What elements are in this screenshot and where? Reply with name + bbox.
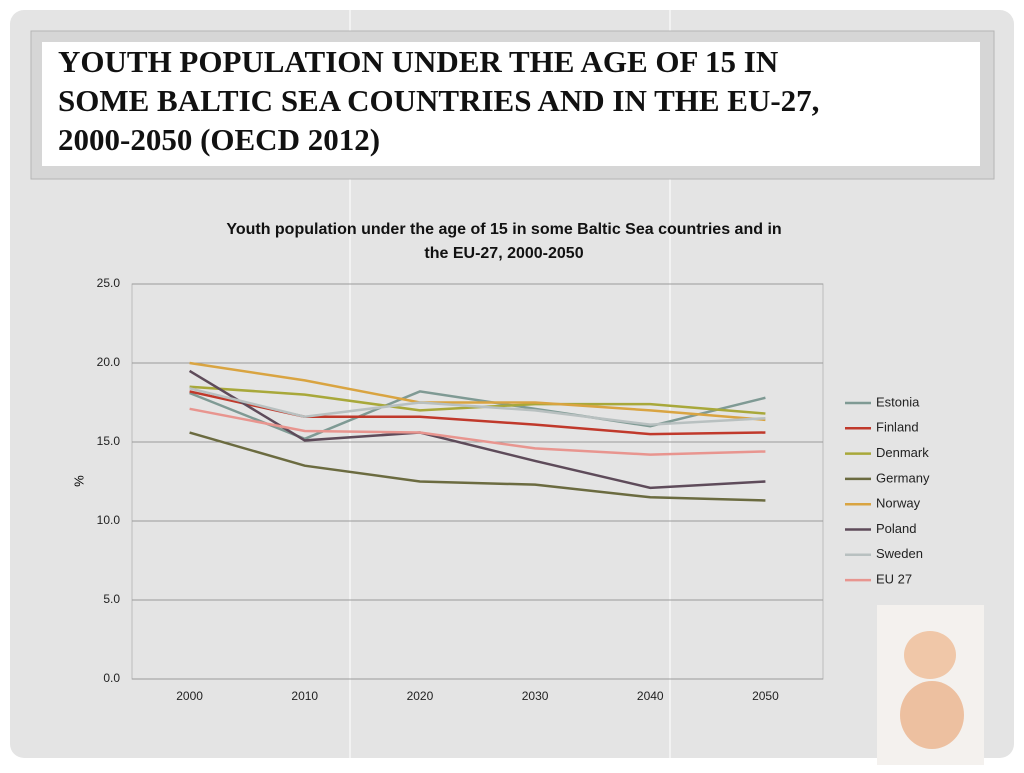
y-tick-label: 25.0 (97, 276, 121, 290)
legend-label: Poland (876, 521, 916, 536)
chart-title: Youth population under the age of 15 in … (226, 221, 781, 238)
y-tick-label: 0.0 (103, 671, 120, 685)
y-tick-label: 15.0 (97, 434, 121, 448)
slide-title: 2000-2050 (OECD 2012) (58, 122, 380, 157)
legend-label: Finland (876, 420, 919, 435)
x-tick-label: 2040 (637, 689, 664, 703)
slide-title: YOUTH POPULATION UNDER THE AGE OF 15 IN (58, 44, 778, 79)
x-tick-label: 2030 (522, 689, 549, 703)
x-tick-label: 2010 (291, 689, 318, 703)
series-line (188, 369, 766, 490)
y-axis-label: % (72, 475, 87, 487)
photo-body (900, 681, 964, 749)
slide-background (10, 10, 1014, 758)
legend-label: Germany (876, 470, 930, 485)
photo-head (904, 631, 956, 679)
y-tick-label: 10.0 (97, 513, 121, 527)
series-line (189, 361, 766, 422)
series-line (189, 431, 766, 502)
legend-label: Estonia (876, 394, 920, 409)
legend-label: EU 27 (876, 572, 912, 587)
baby-photo (877, 605, 984, 765)
series-line (189, 387, 766, 426)
x-tick-label: 2000 (176, 689, 203, 703)
legend-label: Norway (876, 496, 921, 511)
y-tick-label: 20.0 (97, 355, 121, 369)
chart-title: the EU-27, 2000-2050 (424, 245, 583, 262)
x-tick-label: 2050 (752, 689, 779, 703)
series-line (189, 407, 766, 456)
x-tick-label: 2020 (407, 689, 434, 703)
series-line (189, 390, 766, 441)
legend-label: Denmark (876, 445, 929, 460)
title-box (42, 42, 980, 166)
slide-title: SOME BALTIC SEA COUNTRIES AND IN THE EU-… (58, 83, 819, 118)
y-tick-label: 5.0 (103, 592, 120, 606)
legend-label: Sweden (876, 546, 923, 561)
